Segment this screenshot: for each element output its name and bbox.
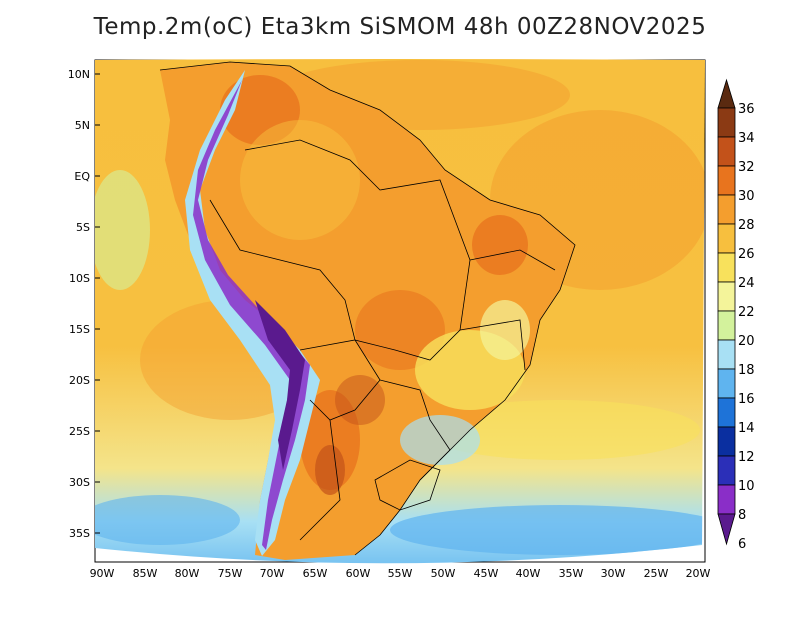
longitude-axis: 90W 85W 80W 75W 70W 65W 60W 55W 50W 45W … (90, 567, 711, 580)
colorbar-tick-label: 36 (738, 102, 755, 117)
colorbar-swatch (717, 107, 736, 138)
colorbar-swatch (717, 223, 736, 254)
lon-label: 20W (686, 567, 711, 580)
lon-label: 55W (388, 567, 413, 580)
colorbar-tick-label: 26 (738, 247, 755, 262)
colorbar-swatch (717, 426, 736, 457)
colorbar-swatch (717, 310, 736, 341)
colorbar-swatch (717, 484, 736, 515)
lat-label: 30S (69, 476, 90, 489)
lon-label: 35W (559, 567, 584, 580)
lon-label: 45W (474, 567, 499, 580)
lon-label: 40W (516, 567, 541, 580)
colorbar-tick-label: 28 (738, 218, 755, 233)
colorbar-tick-label: 14 (738, 421, 755, 436)
temperature-field (95, 59, 705, 564)
map-title: Temp.2m(oC) Eta3km SiSMOM 48h 00Z28NOV20… (93, 14, 707, 40)
latitude-axis: 10N 5N EQ 5S 10S 15S 20S 25S 30S 35S (68, 68, 100, 540)
lon-label: 65W (303, 567, 328, 580)
colorbar-tick-label: 12 (738, 450, 755, 465)
borders (159, 61, 576, 556)
lat-label: 20S (69, 374, 90, 387)
colorbar-top-arrow (717, 78, 736, 109)
colorbar-swatch (717, 252, 736, 283)
colorbar-tick-label: 16 (738, 392, 755, 407)
lon-label: 60W (346, 567, 371, 580)
colorbar-swatch (717, 281, 736, 312)
colorbar-swatch (717, 165, 736, 196)
lat-label: 25S (69, 425, 90, 438)
colorbar-tick-label: 10 (738, 479, 755, 494)
lon-label: 90W (90, 567, 115, 580)
lon-label: 30W (601, 567, 626, 580)
lon-label: 25W (644, 567, 669, 580)
colorbar: 36 34 32 30 28 26 24 22 20 18 16 14 12 10 8 6 (717, 78, 755, 552)
colorbar-tick-label: 6 (738, 537, 746, 552)
lat-label: 35S (69, 527, 90, 540)
colorbar-swatch (717, 397, 736, 428)
lon-label: 70W (260, 567, 285, 580)
colorbar-tick-label: 32 (738, 160, 755, 175)
colorbar-tick-label: 22 (738, 305, 755, 320)
colorbar-tick-label: 34 (738, 131, 755, 146)
lat-label: 5S (76, 221, 90, 234)
lat-label: 10N (68, 68, 90, 81)
colorbar-swatch (717, 339, 736, 370)
colorbar-tick-label: 8 (738, 508, 746, 523)
lon-label: 85W (133, 567, 158, 580)
colorbar-swatch (717, 455, 736, 486)
colorbar-tick-label: 24 (738, 276, 755, 291)
colorbar-swatch (717, 194, 736, 225)
lat-label: 5N (75, 119, 90, 132)
colorbar-tick-label: 18 (738, 363, 755, 378)
lon-label: 75W (218, 567, 243, 580)
lat-label: 15S (69, 323, 90, 336)
colorbar-tick-label: 20 (738, 334, 755, 349)
colorbar-swatch (717, 368, 736, 399)
lon-label: 50W (431, 567, 456, 580)
colorbar-tick-label: 30 (738, 189, 755, 204)
lat-label: 10S (69, 272, 90, 285)
colorbar-swatch (717, 136, 736, 167)
lat-label: EQ (74, 170, 90, 183)
lon-label: 80W (175, 567, 200, 580)
colorbar-bottom-arrow (717, 513, 736, 546)
